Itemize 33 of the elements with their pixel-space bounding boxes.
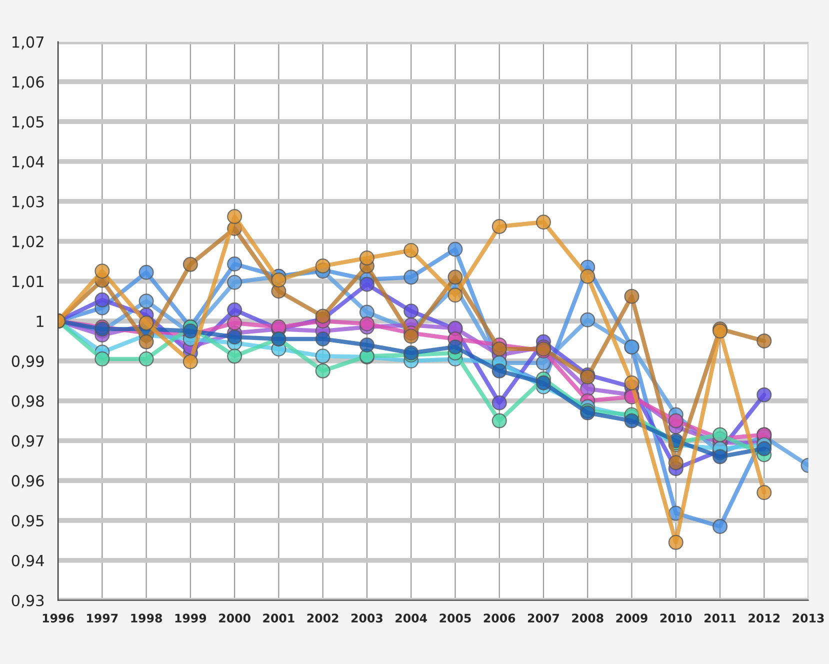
- x-tick-label: 2012: [748, 614, 780, 623]
- x-tick-label: 2002: [307, 614, 338, 623]
- x-tick-label: 1999: [175, 614, 206, 623]
- x-tick-label: 1998: [131, 614, 162, 623]
- x-tick-label: 2010: [660, 614, 692, 623]
- x-tick-label: 2007: [528, 614, 559, 623]
- y-tick-label: 0,93: [12, 594, 44, 608]
- x-tick-label: 2005: [440, 614, 471, 623]
- y-tick-label: 1,01: [12, 276, 44, 289]
- y-tick-label: 1: [36, 316, 44, 327]
- x-tick-label: 2013: [792, 614, 824, 623]
- y-tick-label: 1,06: [12, 76, 44, 90]
- x-tick-label: 2011: [704, 614, 736, 623]
- y-tick-label: 1,02: [12, 236, 44, 249]
- y-tick-label: 0,97: [12, 435, 44, 448]
- x-tick-label: 2003: [351, 614, 382, 623]
- y-tick-label: 0,96: [12, 475, 44, 488]
- y-tick-label: 1,05: [12, 116, 44, 130]
- y-tick-label: 1,07: [12, 36, 44, 50]
- x-tick-label: 2009: [616, 614, 648, 623]
- y-tick-label: 0,94: [12, 554, 44, 568]
- y-tick-label: 1,03: [12, 196, 44, 209]
- x-tick-label: 2004: [396, 614, 427, 623]
- x-tick-label: 1996: [42, 614, 74, 623]
- x-tick-label: 2001: [263, 614, 294, 623]
- y-tick-label: 0,98: [12, 395, 44, 408]
- x-tick-label: 2000: [219, 614, 250, 623]
- x-tick-label: 2008: [572, 614, 604, 623]
- x-tick-label: 1997: [87, 614, 118, 623]
- y-tick-label: 1,04: [12, 156, 44, 170]
- y-tick-label: 0,99: [12, 355, 44, 369]
- y-tick-label: 0,95: [12, 514, 44, 528]
- x-tick-label: 2006: [484, 614, 516, 623]
